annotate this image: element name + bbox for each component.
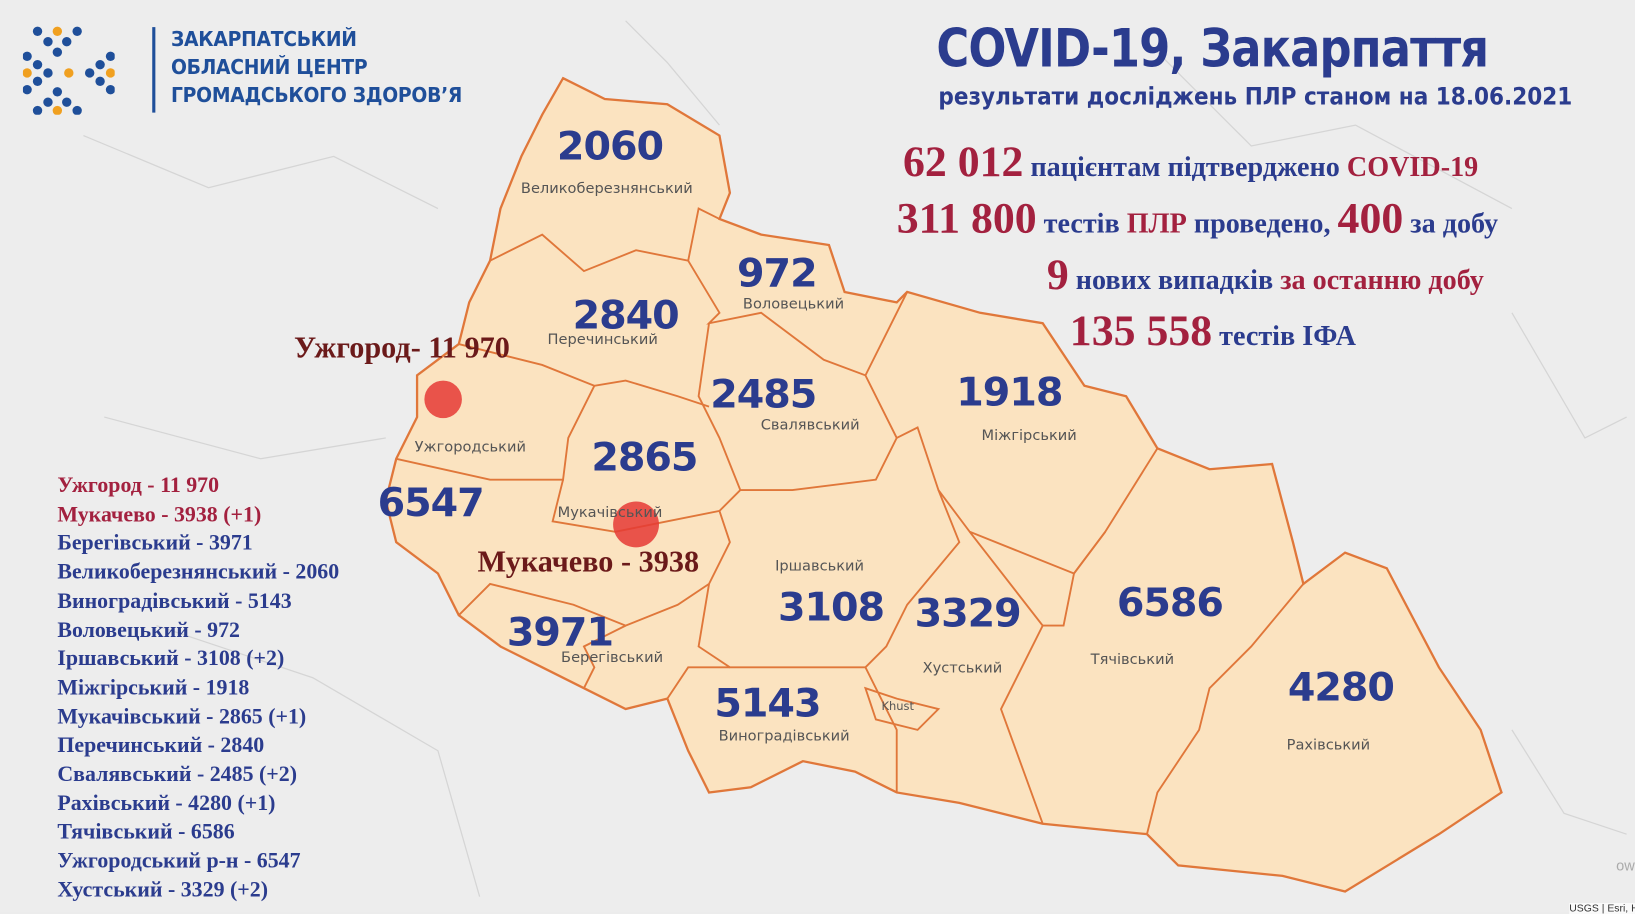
district-name: Міжгірський <box>981 427 1077 445</box>
khust-city-label: Khust <box>881 699 915 714</box>
confirmed-tag: COVID-19 <box>1346 151 1479 183</box>
tests-text-2: проведено, <box>1193 207 1331 239</box>
stat-new-cases: 9 нових випадків за останню добу <box>1047 250 1484 300</box>
basemap-place-label: ow <box>1616 857 1635 874</box>
list-item: Воловецький - 972 <box>57 616 240 642</box>
ifa-text: тестів ІФА <box>1219 320 1356 352</box>
district-count: 5143 <box>714 679 821 726</box>
district-count: 2865 <box>591 433 698 480</box>
new-cases-value: 9 <box>1046 251 1069 300</box>
district-name: Іршавський <box>775 557 865 575</box>
district-borders <box>396 207 1305 835</box>
stat-ifa: 135 558 тестів ІФА <box>1070 307 1356 357</box>
ifa-value: 135 558 <box>1069 307 1213 356</box>
ocgz-logo <box>22 26 115 115</box>
list-item: Перечинський - 2840 <box>57 732 265 758</box>
district-name: Ужгородський <box>414 438 526 456</box>
uzhhorod-hotspot-marker <box>424 380 462 419</box>
list-item: Свалявський - 2485 (+2) <box>57 761 298 787</box>
confirmed-text: пацієнтам підтверджено <box>1030 151 1340 183</box>
tests-day-text: за добу <box>1410 207 1499 239</box>
list-item: Мукачівський - 2865 (+1) <box>57 703 307 729</box>
new-cases-tag: за останню добу <box>1280 263 1484 296</box>
district-name: Рахівський <box>1286 737 1371 754</box>
district-count: 3329 <box>914 590 1022 637</box>
district-name: Великоберезнянський <box>520 180 693 198</box>
mukachevo-hotspot-marker <box>613 501 659 548</box>
page-title: COVID-19, Закарпаття <box>936 18 1489 80</box>
district-count: 3108 <box>777 583 885 630</box>
list-item: Великоберезнянський - 2060 <box>57 559 340 585</box>
district-count: 3971 <box>506 608 614 655</box>
org-line: ОБЛАСНИЙ ЦЕНТР <box>171 54 368 80</box>
mukachevo-label: Мукачево - 3938 <box>477 545 700 579</box>
page-subtitle: результати досліджень ПЛР станом на 18.0… <box>938 83 1573 111</box>
tests-day-value: 400 <box>1337 194 1404 243</box>
list-item: Хустський - 3329 (+2) <box>57 876 269 902</box>
map-attribution: USGS | Esri, H <box>1569 902 1635 914</box>
new-cases-text: нових випадків <box>1075 263 1274 296</box>
org-line: ГРОМАДСЬКОГО ЗДОРОВ’Я <box>171 82 463 108</box>
basemap-lines <box>83 20 1627 897</box>
list-item: Виноградівський - 5143 <box>57 587 292 613</box>
district-case-list: Ужгород - 11 970 Мукачево - 3938 (+1) Бере… <box>57 471 339 904</box>
district-name: Хустський <box>922 660 1003 677</box>
list-item: Берегівський - 3971 <box>57 530 253 556</box>
confirmed-value: 62 012 <box>902 138 1024 187</box>
district-name: Свалявський <box>760 417 860 434</box>
district-count: 2485 <box>710 371 817 418</box>
district-name: Берегівський <box>561 649 664 667</box>
tests-tag: ПЛР <box>1126 207 1187 239</box>
list-item: Міжгірський - 1918 <box>57 674 250 700</box>
district-name: Виноградівський <box>718 727 850 745</box>
district-count: 972 <box>737 250 818 297</box>
tests-text: тестів <box>1043 207 1120 239</box>
district-name: Тячівський <box>1090 651 1175 669</box>
uzhhorod-label: Ужгород- 11 970 <box>294 331 510 365</box>
region-outline <box>384 76 1503 893</box>
stat-confirmed: 62 012 пацієнтам підтверджено COVID-19 <box>903 138 1478 188</box>
list-item: Мукачево - 3938 (+1) <box>57 501 262 527</box>
list-item: Тячівський - 6586 <box>57 818 235 845</box>
district-count: 6547 <box>377 479 485 526</box>
logo-divider <box>152 27 156 113</box>
org-line: ЗАКАРПАТСЬКИЙ <box>171 26 357 52</box>
list-item: Іршавський - 3108 (+2) <box>57 645 285 671</box>
stat-tests: 311 800 тестів ПЛР проведено, 400 за доб… <box>897 194 1498 244</box>
district-count: 4280 <box>1287 664 1395 711</box>
district-count: 6586 <box>1116 579 1224 626</box>
list-item: Рахівський - 4280 (+1) <box>57 790 276 816</box>
district-name: Мукачівський <box>557 504 663 522</box>
district-name: Перечинський <box>547 331 658 349</box>
list-item: Ужгородський р-н - 6547 <box>57 847 301 873</box>
list-item: Ужгород - 11 970 <box>57 472 220 498</box>
tests-value: 311 800 <box>896 194 1037 243</box>
district-count: 2840 <box>572 291 680 338</box>
district-count: 2060 <box>556 123 664 169</box>
district-count: 1918 <box>956 369 1063 415</box>
organization-name: ЗАКАРПАТСЬКИЙ ОБЛАСНИЙ ЦЕНТР ГРОМАДСЬКОГ… <box>171 25 462 109</box>
district-name: Воловецький <box>742 296 845 313</box>
